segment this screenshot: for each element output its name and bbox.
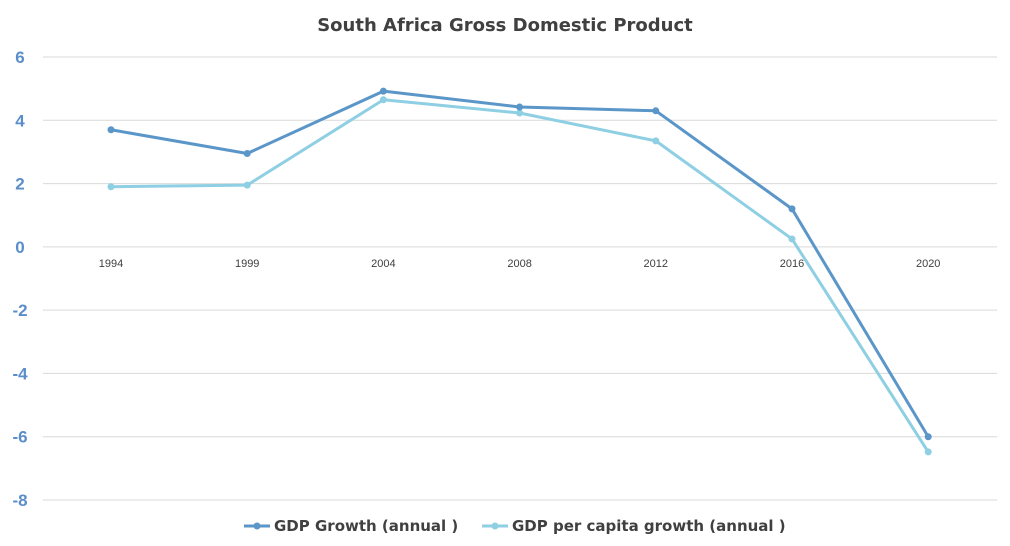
series-gdp-growth bbox=[107, 87, 932, 441]
y-axis-tick-labels: 6 4 2 0 -2 -4 -6 -8 bbox=[12, 48, 28, 510]
data-point bbox=[243, 150, 251, 158]
gridlines bbox=[43, 56, 997, 501]
y-tick-label: -4 bbox=[12, 364, 28, 383]
y-tick-label: 6 bbox=[15, 48, 24, 67]
legend-item: GDP Growth (annual ) bbox=[244, 517, 458, 535]
data-point bbox=[652, 107, 660, 115]
legend-label: GDP per capita growth (annual ) bbox=[512, 517, 786, 535]
y-tick-label: 4 bbox=[15, 111, 25, 130]
legend-marker-swatch bbox=[253, 522, 261, 530]
data-point bbox=[379, 96, 387, 104]
data-point bbox=[652, 137, 660, 145]
data-point bbox=[924, 433, 932, 441]
legend-label: GDP Growth (annual ) bbox=[274, 517, 458, 535]
data-point bbox=[924, 448, 932, 456]
data-point bbox=[243, 181, 251, 189]
data-point bbox=[107, 126, 115, 134]
data-point bbox=[516, 109, 524, 117]
chart-title: South Africa Gross Domestic Product bbox=[317, 15, 693, 36]
x-tick-label: 1994 bbox=[99, 258, 123, 270]
series-lines bbox=[107, 87, 932, 456]
y-tick-label: -2 bbox=[12, 301, 27, 320]
x-tick-label: 2016 bbox=[780, 258, 804, 270]
x-axis-tick-labels: 1994 1999 2004 2008 2012 2016 2020 bbox=[99, 258, 941, 270]
x-tick-label: 2012 bbox=[644, 258, 668, 270]
y-tick-label: -8 bbox=[12, 491, 27, 510]
x-tick-label: 2008 bbox=[507, 258, 531, 270]
legend-marker-swatch bbox=[491, 522, 499, 530]
data-point bbox=[516, 103, 524, 111]
x-tick-label: 1999 bbox=[235, 258, 259, 270]
y-tick-label: 2 bbox=[15, 175, 24, 194]
data-point bbox=[107, 183, 115, 191]
y-tick-label: -6 bbox=[12, 428, 27, 447]
data-point bbox=[379, 87, 387, 95]
y-tick-label: 0 bbox=[15, 238, 24, 257]
data-point bbox=[788, 235, 796, 243]
x-tick-label: 2020 bbox=[916, 258, 940, 270]
series-gdp-per-capita-growth bbox=[107, 96, 932, 456]
legend-item: GDP per capita growth (annual ) bbox=[482, 517, 786, 535]
x-tick-label: 2004 bbox=[371, 258, 395, 270]
data-point bbox=[788, 205, 796, 213]
legend: GDP Growth (annual ) GDP per capita growt… bbox=[244, 517, 786, 535]
